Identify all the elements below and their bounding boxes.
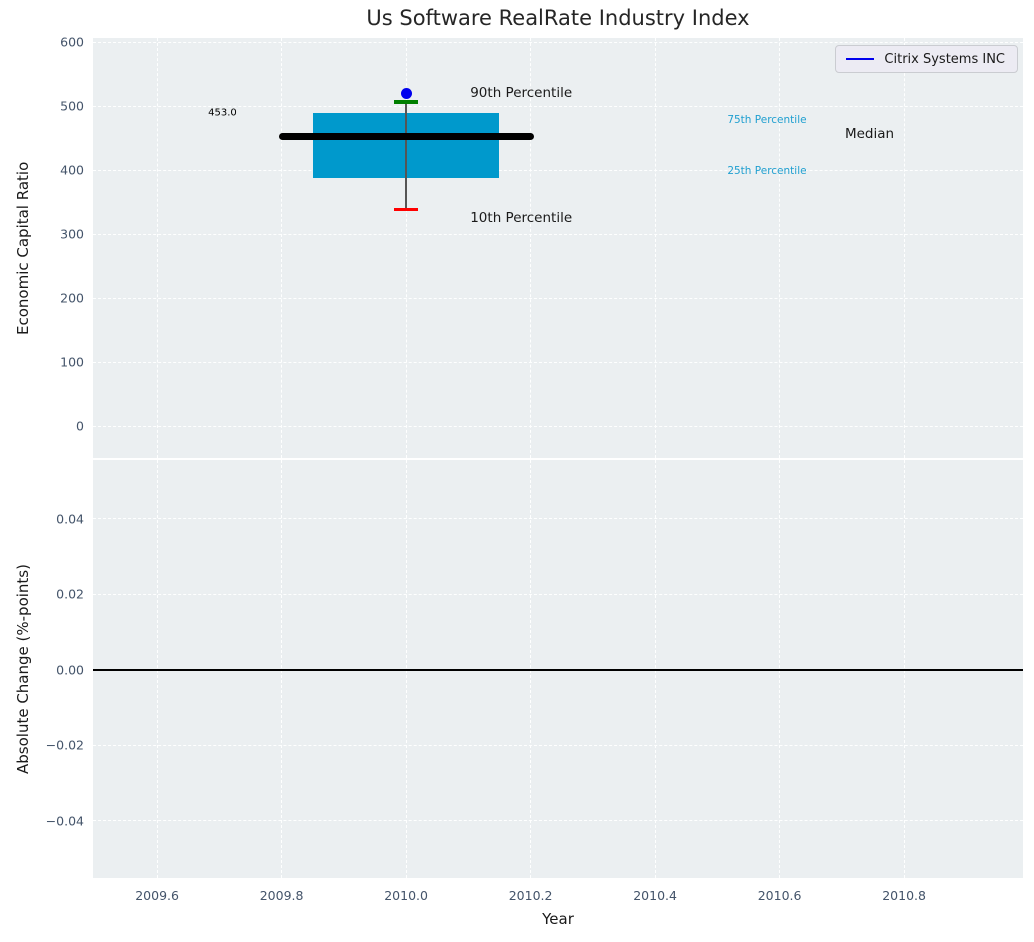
gridline-vertical — [281, 38, 282, 458]
y-tick-label: 200 — [60, 291, 84, 306]
annotation-p10-label: 10th Percentile — [470, 210, 572, 226]
gridline-horizontal — [93, 42, 1023, 43]
y-tick-label: 0 — [76, 419, 84, 434]
y-tick-label: 0.00 — [56, 662, 84, 677]
y-tick-label: 0.04 — [56, 511, 84, 526]
gridline-horizontal — [93, 820, 1023, 821]
company-point — [401, 88, 412, 99]
y-tick-label: −0.02 — [46, 738, 84, 753]
median-line — [279, 133, 534, 140]
gridline-horizontal — [93, 234, 1023, 235]
y-tick-label: 300 — [60, 227, 84, 242]
xlabel-year: Year — [93, 910, 1023, 928]
y-tick-label: 0.02 — [56, 587, 84, 602]
gridline-horizontal — [93, 594, 1023, 595]
gridline-horizontal — [93, 518, 1023, 519]
ylabel-economic-capital-ratio: Economic Capital Ratio — [12, 38, 34, 458]
annotation-p75-label: 75th Percentile — [727, 114, 806, 126]
annotation-median-value: 453.0 — [208, 108, 237, 119]
y-tick-label: 500 — [60, 99, 84, 114]
zero-line — [93, 669, 1023, 671]
gridline-horizontal — [93, 298, 1023, 299]
gridline-vertical — [157, 38, 158, 458]
gridline-horizontal — [93, 745, 1023, 746]
y-tick-label: 400 — [60, 163, 84, 178]
axes-bottom — [93, 460, 1023, 878]
gridline-vertical — [779, 38, 780, 458]
x-tick-label: 2010.6 — [758, 888, 802, 903]
chart-title: Us Software RealRate Industry Index — [93, 6, 1023, 30]
figure: Us Software RealRate Industry Index Econ… — [0, 0, 1034, 942]
whisker-line — [405, 102, 407, 210]
legend-label: Citrix Systems INC — [884, 52, 1005, 67]
x-tick-label: 2010.4 — [633, 888, 677, 903]
x-tick-label: 2009.6 — [135, 888, 179, 903]
annotation-p25-label: 25th Percentile — [727, 165, 806, 177]
gridline-horizontal — [93, 426, 1023, 427]
gridline-vertical — [904, 38, 905, 458]
axes-top: Citrix Systems INC 453.0 90th Percentile 1… — [93, 38, 1023, 458]
gridline-horizontal — [93, 106, 1023, 107]
x-tick-label: 2010.0 — [384, 888, 428, 903]
x-tick-label: 2009.8 — [260, 888, 304, 903]
y-tick-label: −0.04 — [46, 813, 84, 828]
y-tick-label: 600 — [60, 35, 84, 50]
gridline-horizontal — [93, 362, 1023, 363]
ylabel-absolute-change: Absolute Change (%-points) — [12, 460, 34, 878]
annotation-p90-label: 90th Percentile — [470, 85, 572, 101]
legend: Citrix Systems INC — [835, 45, 1018, 73]
x-tick-label: 2010.8 — [882, 888, 926, 903]
gridline-horizontal — [93, 170, 1023, 171]
gridline-vertical — [655, 38, 656, 458]
p90-cap — [394, 100, 418, 104]
legend-line-icon — [846, 58, 874, 60]
x-tick-label: 2010.2 — [509, 888, 553, 903]
y-tick-label: 100 — [60, 355, 84, 370]
p10-cap — [394, 208, 418, 212]
annotation-median-label: Median — [845, 126, 894, 142]
